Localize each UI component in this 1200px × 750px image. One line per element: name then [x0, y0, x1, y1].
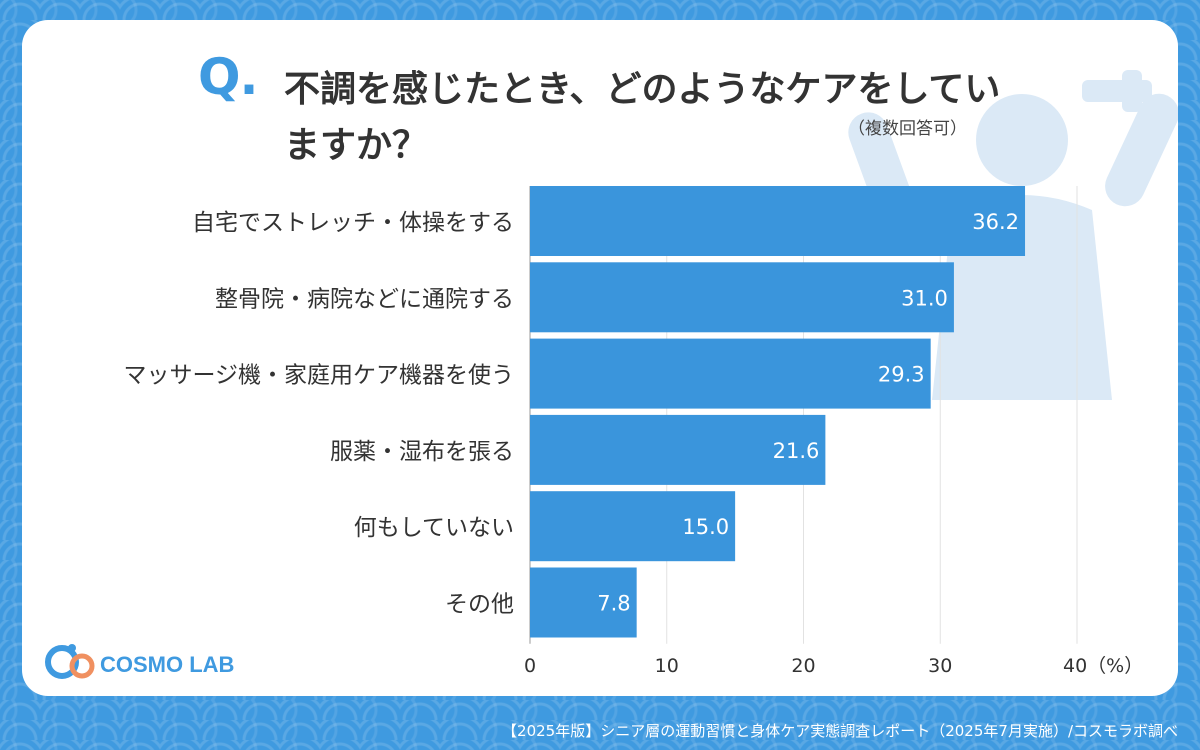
bar	[530, 186, 1026, 256]
question-title: 不調を感じたとき、どのようなケアをしていますか？	[284, 69, 1001, 166]
category-label: 何もしていない	[354, 515, 514, 541]
cosmo-lab-logo: COSMO LAB	[44, 640, 254, 688]
category-label: マッサージ機・家庭用ケア機器を使う	[123, 363, 514, 389]
footer-source: 【2025年版】シニア層の運動習慣と身体ケア実態調査レポート（2025年7月実施…	[502, 722, 1178, 740]
multiple-answer-note: （複数回答可）	[848, 119, 967, 139]
value-label: 31.0	[901, 286, 948, 310]
bar	[530, 567, 637, 638]
value-label: 21.6	[773, 439, 820, 463]
x-tick-label: 0	[524, 655, 536, 677]
x-tick-label: 30	[928, 655, 952, 677]
bar	[530, 414, 826, 485]
x-tick-label: 40（%）	[1063, 655, 1143, 677]
x-tick-label: 20	[791, 655, 815, 677]
value-label: 29.3	[878, 363, 925, 387]
bar-chart: 0 10 20 30 40（%） 36.2 自宅でストレッチ・体操をする 31.0 整骨院・病院…	[123, 186, 1143, 677]
bar	[530, 491, 736, 562]
card: Q. 不調を感じたとき、どのようなケアをしていますか？ （複数回答可） 0 10 2…	[22, 20, 1178, 696]
category-label: 整骨院・病院などに通院する	[215, 286, 514, 312]
value-label: 36.2	[972, 210, 1019, 234]
category-label: 自宅でストレッチ・体操をする	[192, 210, 514, 236]
question-mark: Q.	[198, 48, 258, 106]
value-label: 15.0	[682, 515, 729, 539]
category-label: 服薬・湿布を張る	[330, 439, 514, 465]
category-label: その他	[445, 592, 514, 618]
x-tick-label: 10	[655, 655, 679, 677]
bar	[530, 338, 931, 409]
logo-text: COSMO LAB	[100, 652, 234, 677]
bar	[530, 262, 954, 333]
logo-mark-icon: COSMO LAB	[45, 644, 234, 679]
value-label: 7.8	[597, 592, 630, 616]
